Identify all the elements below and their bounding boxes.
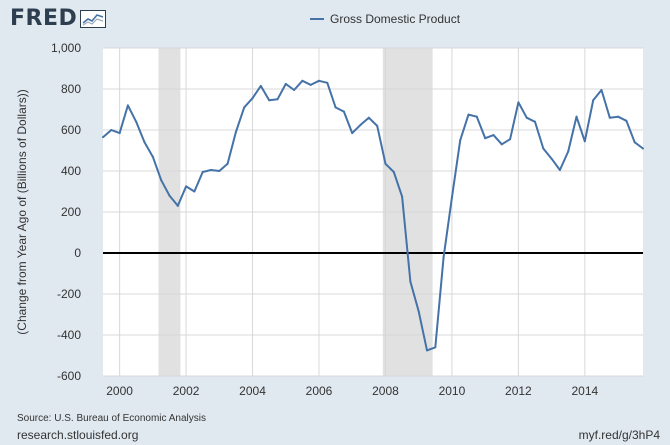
- data-point: [359, 123, 362, 126]
- data-point: [259, 84, 262, 87]
- data-point: [409, 280, 412, 283]
- data-point: [417, 310, 420, 313]
- data-point: [492, 134, 495, 137]
- data-point: [160, 179, 163, 182]
- y-tick-label: -200: [57, 287, 81, 301]
- data-point: [193, 190, 196, 193]
- legend-swatch: [310, 18, 324, 20]
- x-tick-label: 2010: [439, 384, 466, 398]
- data-point: [426, 349, 428, 352]
- data-point: [251, 97, 254, 100]
- series-layer: [102, 79, 644, 352]
- data-point: [351, 132, 354, 135]
- data-point: [642, 147, 644, 150]
- data-point: [592, 99, 595, 102]
- data-point: [135, 120, 138, 123]
- data-point: [293, 89, 296, 92]
- data-point: [326, 81, 329, 84]
- data-point: [567, 150, 570, 153]
- x-tick-label: 2006: [306, 384, 333, 398]
- y-axis-title: (Change from Year Ago of (Billions of Do…: [15, 89, 29, 334]
- data-point: [143, 141, 146, 144]
- series-line-0: [102, 79, 644, 352]
- grid: [103, 47, 643, 377]
- y-tick-label: 200: [61, 205, 81, 219]
- data-point: [309, 83, 312, 86]
- data-point: [268, 99, 271, 102]
- data-point: [376, 124, 379, 127]
- x-axis: 2000 2002 2004 2006 2008 2010 2012 2014: [106, 384, 598, 398]
- data-point: [151, 155, 154, 158]
- data-point: [168, 194, 171, 197]
- data-point: [110, 129, 113, 131]
- chart-legend: Gross Domestic Product: [310, 12, 460, 26]
- data-point: [243, 106, 246, 109]
- data-point: [434, 346, 437, 349]
- data-point: [218, 170, 221, 172]
- data-point: [384, 162, 387, 165]
- short-link[interactable]: myf.red/g/3hP4: [578, 428, 660, 442]
- data-point: [542, 147, 545, 150]
- data-point: [617, 115, 620, 118]
- data-point: [442, 256, 445, 259]
- fred-logo-text: FRED: [10, 6, 78, 31]
- data-point: [534, 120, 536, 123]
- y-tick-label: -400: [57, 328, 81, 342]
- source-url[interactable]: research.stlouisfed.org: [17, 428, 139, 442]
- y-tick-label: 1,000: [51, 41, 81, 55]
- x-tick-label: 2008: [372, 384, 399, 398]
- data-point: [475, 115, 478, 118]
- data-point: [500, 143, 503, 146]
- x-tick-label: 2004: [239, 384, 266, 398]
- source-note: Source: U.S. Bureau of Economic Analysis: [17, 413, 206, 424]
- data-point: [509, 138, 512, 141]
- x-tick-label: 2002: [173, 384, 200, 398]
- data-point: [226, 162, 229, 165]
- data-point: [334, 106, 337, 109]
- data-point: [392, 171, 395, 174]
- data-point: [550, 157, 553, 160]
- y-tick-label: 400: [61, 164, 81, 178]
- data-point: [558, 168, 561, 171]
- data-point: [318, 79, 320, 82]
- data-point: [625, 119, 628, 122]
- data-point: [401, 195, 404, 198]
- data-point: [342, 110, 345, 113]
- data-point: [234, 131, 237, 134]
- data-point: [185, 185, 188, 188]
- data-point: [201, 171, 204, 174]
- data-point: [276, 98, 279, 101]
- data-point: [301, 79, 304, 82]
- data-point: [126, 104, 129, 107]
- data-point: [367, 116, 370, 119]
- x-tick-label: 2014: [571, 384, 598, 398]
- y-axis: -600 -400 -200 0 200 400 600 800 1,000: [51, 41, 81, 383]
- data-point: [450, 196, 453, 199]
- x-tick-label: 2012: [505, 384, 532, 398]
- data-point: [633, 141, 636, 144]
- data-point: [600, 89, 603, 92]
- data-point: [525, 116, 528, 119]
- data-point: [608, 116, 611, 119]
- data-point: [210, 168, 212, 171]
- legend-label: Gross Domestic Product: [330, 12, 461, 26]
- y-tick-label: 600: [61, 123, 81, 137]
- data-point: [484, 137, 487, 140]
- data-point: [284, 82, 287, 85]
- y-tick-label: 0: [74, 246, 81, 260]
- y-tick-label: 800: [61, 82, 81, 96]
- fred-logo[interactable]: FRED: [10, 6, 107, 31]
- data-point: [575, 115, 578, 118]
- data-point: [102, 136, 104, 139]
- data-point: [517, 101, 520, 104]
- x-tick-label: 2000: [106, 384, 133, 398]
- data-point: [176, 204, 179, 207]
- y-tick-label: -600: [57, 369, 81, 383]
- fred-graph-icon: [80, 9, 107, 28]
- data-point: [583, 140, 586, 143]
- data-point: [467, 113, 470, 116]
- data-point: [118, 132, 121, 135]
- data-point: [459, 139, 462, 142]
